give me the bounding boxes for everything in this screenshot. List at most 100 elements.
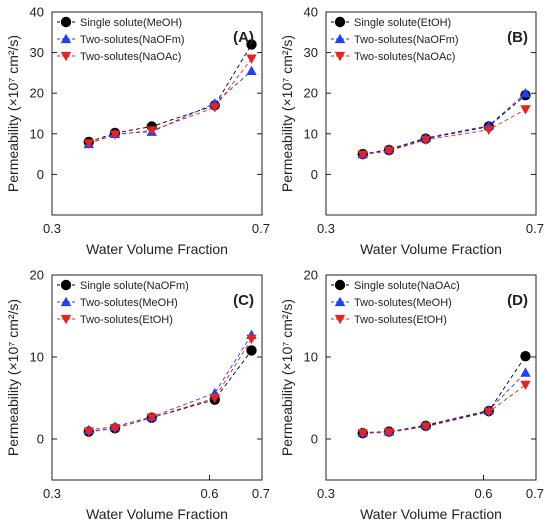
data-point <box>83 427 94 437</box>
data-point <box>483 407 494 418</box>
series-3 <box>357 380 531 439</box>
legend-label: Two-solutes(EtOH) <box>80 314 173 326</box>
y-tick-label: 40 <box>304 5 318 20</box>
x-axis-label: Water Volume Fraction <box>86 241 228 257</box>
data-point <box>246 334 257 345</box>
series-3 <box>357 105 531 161</box>
data-point <box>209 103 220 113</box>
data-point <box>246 54 257 64</box>
legend-label: Two-solutes(NaOFm) <box>80 34 185 46</box>
legend-label: Two-solutes(EtOH) <box>354 314 447 326</box>
series-1 <box>357 90 531 160</box>
y-tick-label: 0 <box>37 432 44 447</box>
series-2 <box>357 367 531 437</box>
legend-label: Two-solutes(MeOH) <box>80 297 178 309</box>
data-point <box>357 429 368 439</box>
series-line <box>88 350 252 433</box>
y-tick-label: 20 <box>304 86 318 101</box>
legend: Single solute(NaOAc) Two-solutes(MeOH) Two… <box>331 279 460 326</box>
series-2 <box>83 329 257 435</box>
data-point <box>109 424 121 434</box>
chart-panel-d: 0 10 20 0.3 0.6 0.7 Water Volume Fraction Perme… <box>279 268 544 523</box>
x-tick-label: 0.3 <box>43 486 61 501</box>
x-tick-label: 0.7 <box>252 221 270 236</box>
data-point <box>146 413 157 423</box>
y-axis-label: Permeability (×10⁷ cm²/s) <box>5 299 21 456</box>
data-point <box>246 65 257 76</box>
series-3 <box>83 54 257 149</box>
panel-label: (A) <box>233 29 254 46</box>
series-1 <box>83 345 257 437</box>
x-tick-label: 0.3 <box>317 486 335 501</box>
y-tick-label: 40 <box>30 5 44 20</box>
y-axis-label: Permeability (×10⁷ cm²/s) <box>279 35 295 192</box>
legend-label: Two-solutes(NaOFm) <box>354 34 459 46</box>
data-point <box>483 125 494 135</box>
plot-frame <box>325 11 537 216</box>
chart-panel-c: 0 10 20 0.3 0.6 0.7 Water Volume Fraction Perme… <box>5 268 270 523</box>
panel-label: (B) <box>507 29 528 46</box>
legend-label: Single solute(MeOH) <box>80 17 182 29</box>
legend-label: Two-solutes(NaOAc) <box>80 51 181 63</box>
x-tick-label: 0.7 <box>526 221 544 236</box>
y-tick-label: 10 <box>304 126 318 141</box>
series-3 <box>83 334 257 437</box>
data-point <box>520 105 531 115</box>
x-axis-label: Water Volume Fraction <box>360 241 502 257</box>
legend: Single solute(NaOFm) Two-solutes(MeOH) Two… <box>57 279 189 326</box>
series-2 <box>357 88 531 159</box>
y-axis-label: Permeability (×10⁷ cm²/s) <box>279 299 295 456</box>
data-point <box>357 150 368 161</box>
series-1 <box>357 350 531 439</box>
x-tick-label: 0.6 <box>474 486 492 501</box>
x-tick-label: 0.7 <box>526 486 544 501</box>
legend-label: Single solute(NaOFm) <box>80 280 189 292</box>
y-tick-label: 0 <box>311 432 318 447</box>
legend-marker <box>334 51 346 62</box>
legend-marker <box>60 16 72 28</box>
series-line <box>88 334 252 431</box>
y-tick-label: 30 <box>30 45 44 60</box>
legend-marker <box>60 296 72 307</box>
x-axis-label: Water Volume Fraction <box>360 506 502 522</box>
x-tick-label: 0.3 <box>43 221 61 236</box>
y-tick-label: 10 <box>30 126 44 141</box>
data-point <box>209 393 220 404</box>
legend-marker <box>334 314 346 325</box>
legend-label: Single solute(NaOAc) <box>354 280 460 292</box>
data-point <box>246 345 257 356</box>
data-point <box>520 367 531 377</box>
plot-frame <box>325 274 537 481</box>
legend-marker <box>334 16 346 28</box>
data-point <box>520 88 531 98</box>
legend-marker <box>60 314 72 325</box>
x-tick-label: 0.6 <box>200 486 218 501</box>
data-point <box>83 139 94 149</box>
y-tick-label: 20 <box>30 268 44 283</box>
series-line <box>362 355 526 434</box>
legend-marker <box>334 279 346 291</box>
y-tick-label: 0 <box>311 167 318 182</box>
data-point <box>520 350 531 362</box>
data-point <box>246 39 257 50</box>
chart-panel-a: 0 10 20 30 40 0.3 0.7 Water Volume Fraction Perm… <box>5 5 270 258</box>
legend: Single solute(EtOH) Two-solutes(NaOFm) Two… <box>331 16 459 63</box>
legend: Single solute(MeOH) Two-solutes(NaOFm) Two… <box>57 16 185 63</box>
legend-label: Single solute(EtOH) <box>354 17 451 29</box>
y-tick-label: 0 <box>37 167 44 182</box>
chart-panel-b: 0 10 20 30 40 0.3 0.7 Water Volume Fraction Perm… <box>279 5 544 258</box>
data-point <box>420 135 431 146</box>
legend-marker <box>334 296 346 307</box>
series-line <box>362 92 526 155</box>
legend-label: Two-solutes(NaOAc) <box>354 51 455 63</box>
data-point <box>109 130 121 140</box>
data-point <box>520 380 531 391</box>
x-axis-label: Water Volume Fraction <box>86 506 228 522</box>
y-tick-label: 20 <box>304 268 318 283</box>
legend-marker <box>334 33 346 44</box>
y-axis-label: Permeability (×10⁷ cm²/s) <box>5 35 21 192</box>
legend-marker <box>60 279 72 291</box>
series-line <box>88 338 252 433</box>
panel-label: (C) <box>233 292 254 309</box>
